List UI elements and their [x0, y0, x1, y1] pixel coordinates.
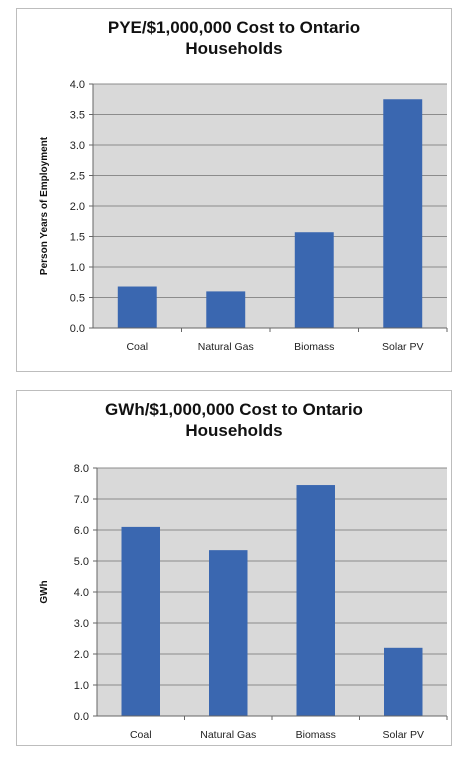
y-tick-label: 2.0: [70, 201, 85, 213]
chart-panel-pye: PYE/$1,000,000 Cost to Ontario Household…: [16, 8, 452, 372]
x-tick-label: Biomass: [296, 729, 336, 741]
chart-title-line-1: GWh/$1,000,000 Cost to Ontario: [105, 400, 363, 419]
x-tick-label: Coal: [130, 729, 152, 741]
y-tick-label: 0.5: [70, 293, 85, 305]
bar-biomass: [296, 485, 335, 716]
chart-title-line-2: Households: [185, 39, 283, 58]
x-tick-label: Biomass: [294, 341, 334, 353]
y-tick-label: 4.0: [70, 79, 85, 91]
bar-chart-pye: 0.0 0.5 1.0 1.5 2.0 2.5 3.0 3.5 4.0 Coal Natural G…: [39, 79, 448, 353]
y-axis-title: GWh: [39, 580, 50, 603]
chart-title: GWh/$1,000,000 Cost to Ontario Household…: [17, 399, 451, 441]
y-tick-label: 2.5: [70, 171, 85, 183]
x-tick-label: Solar PV: [383, 729, 424, 741]
bar-coal: [117, 286, 157, 328]
y-tick-label: 3.5: [70, 110, 85, 122]
y-tick-label: 4.0: [74, 587, 89, 599]
y-tick-label: 1.0: [74, 680, 89, 692]
chart-panel-gwh: GWh/$1,000,000 Cost to Ontario Household…: [16, 390, 452, 746]
x-tick-label: Solar PV: [382, 341, 423, 353]
chart-title: PYE/$1,000,000 Cost to Ontario Household…: [17, 17, 451, 59]
x-tick-label: Natural Gas: [200, 729, 256, 741]
chart-title-line-1: PYE/$1,000,000 Cost to Ontario: [107, 18, 361, 37]
bar-biomass: [294, 232, 334, 328]
chart-title-line-2: Households: [185, 421, 283, 440]
y-tick-label: 0.0: [70, 323, 85, 335]
y-tick-label: 1.0: [70, 262, 85, 274]
y-tick-label: 8.0: [74, 463, 89, 475]
bar-natural-gas: [209, 550, 248, 716]
bar-chart-gwh: 0.0 1.0 2.0 3.0 4.0 5.0 6.0 7.0 8.0 Coal Natural G…: [39, 463, 448, 741]
y-tick-label: 0.0: [74, 711, 89, 723]
bar-solar-pv: [384, 647, 423, 716]
bar-natural-gas: [206, 291, 246, 328]
y-tick-label: 3.0: [70, 140, 85, 152]
x-tick-label: Natural Gas: [198, 341, 254, 353]
y-tick-label: 1.5: [70, 232, 85, 244]
y-tick-label: 5.0: [74, 556, 89, 568]
x-tick-label: Coal: [126, 341, 148, 353]
y-tick-label: 3.0: [74, 618, 89, 630]
bar-coal: [121, 526, 160, 716]
y-tick-label: 2.0: [74, 649, 89, 661]
y-tick-label: 7.0: [74, 494, 89, 506]
bar-solar-pv: [383, 99, 423, 328]
y-axis-title: Person Years of Employment: [39, 136, 50, 275]
y-tick-label: 6.0: [74, 525, 89, 537]
